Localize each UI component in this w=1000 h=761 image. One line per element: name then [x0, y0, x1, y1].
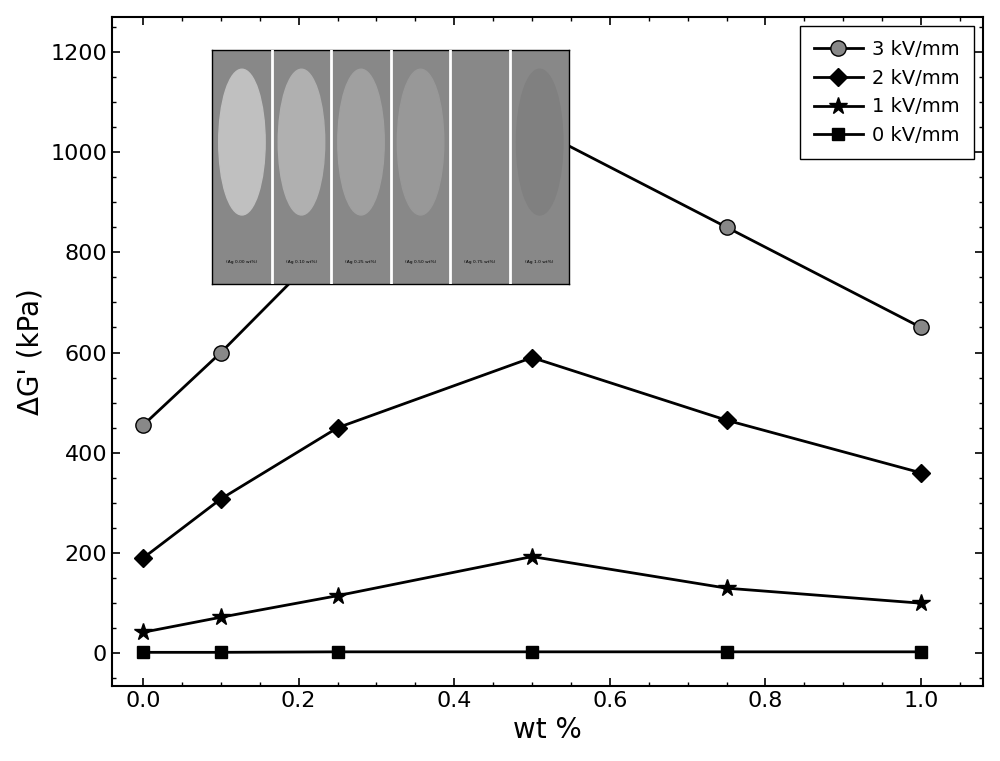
- 2 kV/mm: [915, 468, 927, 477]
- 2 kV/mm: [332, 423, 344, 432]
- Legend: 3 kV/mm, 2 kV/mm, 1 kV/mm, 0 kV/mm: 3 kV/mm, 2 kV/mm, 1 kV/mm, 0 kV/mm: [800, 27, 974, 159]
- 1 kV/mm: [137, 628, 149, 637]
- 0 kV/mm: [915, 648, 927, 657]
- 0 kV/mm: [332, 648, 344, 657]
- 0 kV/mm: [526, 648, 538, 657]
- 3 kV/mm: [915, 323, 927, 332]
- 1 kV/mm: [332, 591, 344, 600]
- 2 kV/mm: [721, 416, 733, 425]
- 3 kV/mm: [332, 230, 344, 239]
- Y-axis label: ΔG' (kPa): ΔG' (kPa): [17, 288, 45, 415]
- 0 kV/mm: [721, 648, 733, 657]
- 2 kV/mm: [215, 495, 227, 504]
- 2 kV/mm: [137, 553, 149, 562]
- 0 kV/mm: [137, 648, 149, 657]
- 3 kV/mm: [137, 421, 149, 430]
- 1 kV/mm: [915, 599, 927, 608]
- 1 kV/mm: [215, 613, 227, 622]
- Line: 1 kV/mm: 1 kV/mm: [134, 548, 930, 642]
- 3 kV/mm: [215, 348, 227, 357]
- 1 kV/mm: [526, 552, 538, 561]
- Line: 2 kV/mm: 2 kV/mm: [137, 352, 927, 565]
- 3 kV/mm: [526, 123, 538, 132]
- Line: 0 kV/mm: 0 kV/mm: [138, 646, 927, 658]
- 2 kV/mm: [526, 353, 538, 362]
- X-axis label: wt %: wt %: [513, 716, 582, 744]
- 0 kV/mm: [215, 648, 227, 657]
- 3 kV/mm: [721, 223, 733, 232]
- 1 kV/mm: [721, 584, 733, 593]
- Line: 3 kV/mm: 3 kV/mm: [135, 119, 929, 433]
